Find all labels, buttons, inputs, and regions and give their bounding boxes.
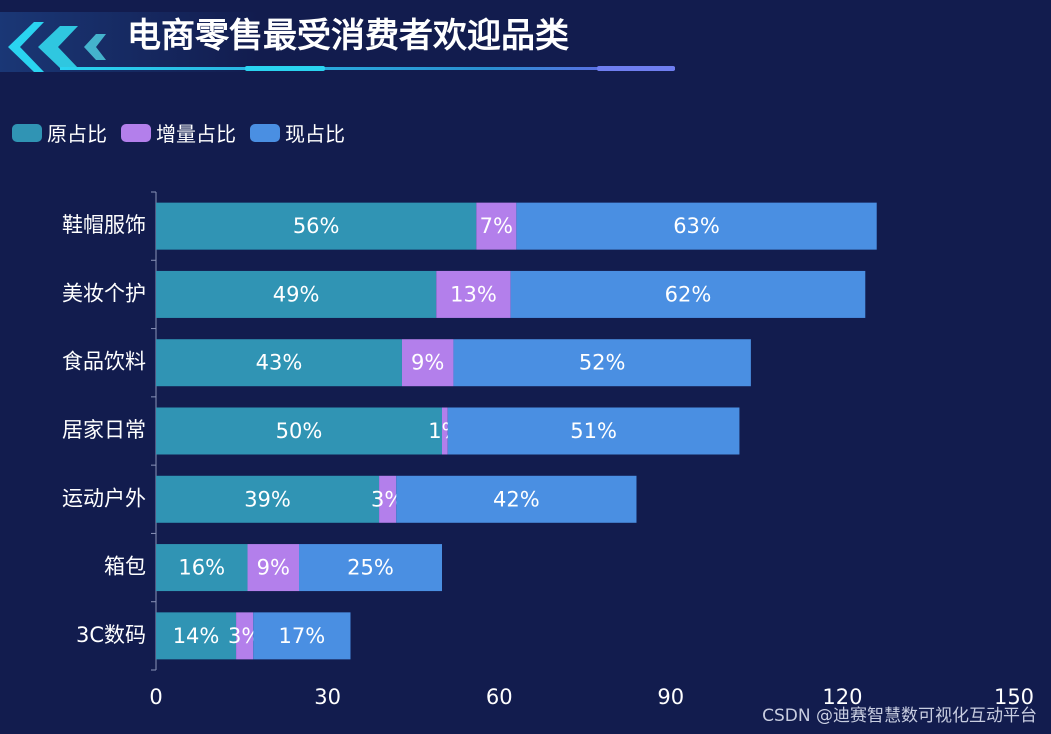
- legend-item-1[interactable]: 增量占比: [121, 118, 236, 147]
- watermark: CSDN @迪赛智慧数可视化互动平台: [762, 706, 1037, 726]
- bar-label-2-0: 63%: [673, 214, 720, 238]
- legend-swatch-2: [250, 123, 280, 142]
- bar-2-0: [516, 202, 877, 250]
- bar-label-0-4: 39%: [244, 487, 291, 511]
- bar-label-2-4: 42%: [493, 487, 540, 511]
- bar-label-2-5: 25%: [347, 556, 394, 580]
- bar-1-0: [476, 202, 517, 250]
- bar-2-6: [253, 612, 351, 660]
- bar-1-2: [401, 339, 454, 387]
- y-tick-label: 3C数码: [76, 623, 146, 647]
- bar-label-2-2: 52%: [579, 351, 626, 375]
- bar-1-6: [236, 612, 254, 660]
- bar-0-0: [156, 202, 477, 250]
- y-tick-label: 美妆个护: [62, 281, 146, 305]
- bar-0-4: [156, 475, 380, 523]
- bar-label-0-6: 14%: [173, 624, 220, 648]
- y-tick-label: 鞋帽服饰: [62, 213, 146, 237]
- legend-label-0: 原占比: [47, 122, 107, 146]
- y-tick-label: 运动户外: [62, 486, 146, 510]
- bar-label-0-5: 16%: [178, 556, 225, 580]
- header-accent-2: [597, 66, 675, 71]
- header-chevron-inner: [38, 26, 78, 68]
- legend-swatch-0: [12, 123, 42, 142]
- page-title: 电商零售最受消费者欢迎品类: [127, 16, 569, 56]
- bar-label-0-2: 43%: [256, 351, 303, 375]
- bar-2-4: [396, 475, 637, 523]
- legend-item-2[interactable]: 现占比: [250, 118, 345, 147]
- bar-2-3: [447, 407, 740, 455]
- bar-0-6: [156, 612, 237, 660]
- x-tick-label: 90: [657, 685, 684, 709]
- x-tick-label: 120: [822, 685, 862, 709]
- x-tick-label: 150: [994, 685, 1034, 709]
- bar-0-5: [156, 544, 248, 592]
- bar-2-1: [510, 270, 866, 318]
- bar-1-5: [247, 544, 299, 592]
- header-decoration: [0, 12, 675, 72]
- legend-label-2: 现占比: [285, 122, 345, 146]
- header-accent-1: [245, 66, 325, 71]
- bar-label-1-0: 7%: [480, 214, 513, 238]
- bar-label-2-1: 62%: [665, 282, 712, 306]
- bar-0-2: [156, 339, 402, 387]
- header-chevron-small: [84, 34, 106, 60]
- bar-label-1-2: 9%: [411, 351, 444, 375]
- header-chevron-outer: [8, 22, 44, 72]
- bar-label-2-3: 51%: [570, 419, 617, 443]
- chart-legend: 原占比 增量占比 现占比: [12, 118, 345, 147]
- bar-0-1: [156, 270, 437, 318]
- legend-label-1: 增量占比: [156, 122, 236, 146]
- bar-1-1: [436, 270, 511, 318]
- bar-1-4: [379, 475, 397, 523]
- bar-label-0-3: 50%: [276, 419, 323, 443]
- bar-0-3: [156, 407, 442, 455]
- bar-label-0-0: 56%: [293, 214, 340, 238]
- bar-2-5: [299, 544, 442, 592]
- x-tick-label: 30: [314, 685, 341, 709]
- y-tick-label: 食品饮料: [62, 350, 146, 374]
- bar-2-2: [453, 339, 751, 387]
- bar-label-0-1: 49%: [273, 282, 320, 306]
- legend-item-0[interactable]: 原占比: [12, 118, 107, 147]
- bar-label-1-5: 9%: [257, 556, 290, 580]
- x-tick-label: 0: [149, 685, 162, 709]
- y-tick-label: 箱包: [104, 555, 146, 579]
- x-tick-label: 60: [486, 685, 513, 709]
- y-tick-label: 居家日常: [62, 418, 146, 442]
- bar-1-3: [442, 407, 448, 455]
- bar-label-2-6: 17%: [279, 624, 326, 648]
- bar-label-1-1: 13%: [450, 282, 497, 306]
- legend-swatch-1: [121, 123, 151, 142]
- header-underline: [60, 67, 675, 70]
